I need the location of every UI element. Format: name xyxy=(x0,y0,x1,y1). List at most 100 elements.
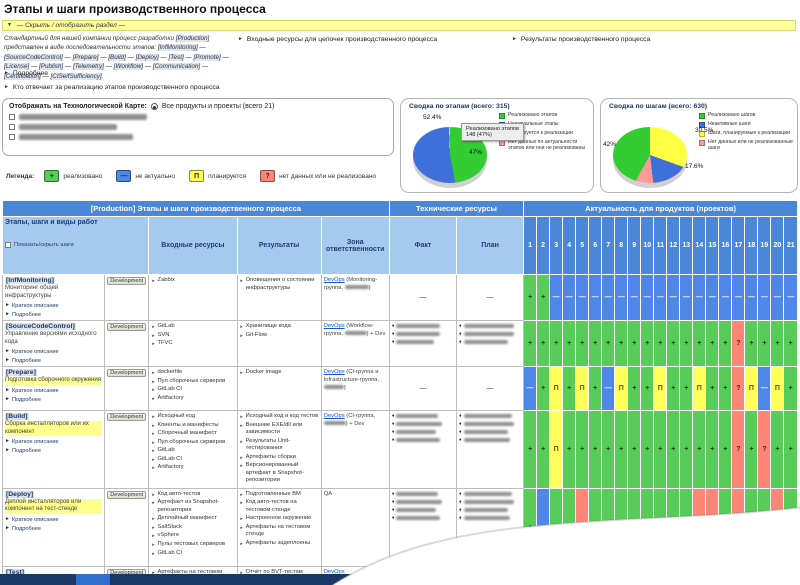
product-status-cell[interactable]: — xyxy=(666,274,681,321)
product-status-cell[interactable]: + xyxy=(627,320,642,367)
product-status-cell[interactable]: — xyxy=(614,274,629,321)
link-brief-description[interactable]: ► Краткое описание xyxy=(5,438,102,445)
product-status-cell[interactable]: + xyxy=(718,565,733,585)
checkbox-icon[interactable] xyxy=(9,134,15,140)
product-status-cell[interactable]: + xyxy=(653,320,668,367)
link-brief-description[interactable]: ► Краткое описание xyxy=(5,516,102,523)
radio-all-products[interactable] xyxy=(150,103,158,110)
result-item[interactable]: ► Версионированный артефакт в Snapshot-ре… xyxy=(240,462,319,485)
product-status-cell[interactable]: П xyxy=(549,410,564,489)
input-item[interactable]: ► Пул сборочных серверов xyxy=(151,439,234,447)
product-status-cell[interactable]: + xyxy=(640,565,655,585)
result-item[interactable]: ► Артефакты сборки xyxy=(240,454,319,462)
product-status-cell[interactable]: + xyxy=(770,320,785,367)
link-details[interactable]: ► Подробнее xyxy=(5,357,102,364)
link-brief-description[interactable]: ► Краткое описание xyxy=(5,302,102,309)
stage-link[interactable]: [Test] xyxy=(5,568,25,576)
input-item[interactable]: ► SaltStack xyxy=(151,524,234,532)
product-status-cell[interactable]: + xyxy=(744,320,759,367)
product-status-cell[interactable]: + xyxy=(783,320,798,367)
product-status-cell[interactable]: + xyxy=(679,410,694,489)
product-status-cell[interactable]: — xyxy=(705,274,720,321)
product-status-cell[interactable]: + xyxy=(666,410,681,489)
product-status-cell[interactable]: + xyxy=(783,366,798,411)
stage-link[interactable]: [Prepare] xyxy=(5,369,37,376)
product-status-cell[interactable]: + xyxy=(536,320,551,367)
input-item[interactable]: ► vSphere xyxy=(151,532,234,540)
product-status-cell[interactable]: — xyxy=(523,366,538,411)
product-status-cell[interactable]: + xyxy=(783,487,798,567)
product-status-cell[interactable]: + xyxy=(705,320,720,367)
stage-link[interactable]: [InfMonitoring] xyxy=(5,277,55,284)
product-status-cell[interactable]: + xyxy=(783,565,798,585)
input-item[interactable]: ► GitLab xyxy=(151,323,234,331)
zone-team-link[interactable]: DevOps xyxy=(323,413,345,419)
product-status-cell[interactable]: + xyxy=(575,320,590,367)
process-stage-token[interactable]: [Publish] xyxy=(39,63,64,71)
product-status-cell[interactable]: — xyxy=(549,274,564,321)
product-status-cell[interactable]: + xyxy=(562,565,577,585)
product-status-cell[interactable]: + xyxy=(783,410,798,489)
product-status-cell[interactable]: — xyxy=(679,274,694,321)
process-stage-token[interactable]: [Telemetry] xyxy=(72,63,104,71)
product-column-header-13[interactable]: 13 xyxy=(679,216,694,275)
product-status-cell[interactable]: — xyxy=(536,565,551,585)
product-status-cell[interactable]: — xyxy=(692,274,707,321)
product-column-header-4[interactable]: 4 xyxy=(562,216,577,275)
process-stage-token[interactable]: [Communication] xyxy=(152,63,201,71)
product-status-cell[interactable]: + xyxy=(770,410,785,489)
product-status-cell[interactable]: + xyxy=(588,366,603,411)
result-item[interactable]: ► Результаты Unit-тестирования xyxy=(240,438,319,453)
product-column-header-14[interactable]: 14 xyxy=(692,216,707,275)
product-status-cell[interactable]: + xyxy=(536,366,551,411)
product-status-cell[interactable]: + xyxy=(692,410,707,489)
product-status-cell[interactable]: + xyxy=(666,487,681,567)
input-item[interactable]: ► TFVC xyxy=(151,340,234,348)
process-stage-token[interactable]: [Workflow] xyxy=(113,63,144,71)
product-status-cell[interactable]: + xyxy=(770,565,785,585)
product-status-cell[interactable]: — xyxy=(588,274,603,321)
input-item[interactable]: ► Zabbix xyxy=(151,277,234,285)
product-status-cell[interactable]: ? xyxy=(731,320,746,367)
process-stage-token[interactable]: [CISelfSufficiency] xyxy=(50,72,102,80)
zone-team-link[interactable]: DevOps xyxy=(323,277,345,283)
product-status-cell[interactable]: + xyxy=(523,320,538,367)
product-status-cell[interactable]: — xyxy=(731,274,746,321)
product-status-cell[interactable]: + xyxy=(562,410,577,489)
product-status-cell[interactable]: П xyxy=(692,366,707,411)
product-status-cell[interactable]: П xyxy=(653,366,668,411)
product-column-header-7[interactable]: 7 xyxy=(601,216,616,275)
input-item[interactable]: ► dockerfile xyxy=(151,369,234,377)
product-status-cell[interactable]: — xyxy=(601,366,616,411)
process-stage-token[interactable]: [Build] xyxy=(108,53,126,61)
product-status-cell[interactable]: ? xyxy=(575,487,590,567)
product-status-cell[interactable]: + xyxy=(549,320,564,367)
product-column-header-5[interactable]: 5 xyxy=(575,216,590,275)
product-status-cell[interactable]: + xyxy=(562,487,577,567)
product-status-cell[interactable]: + xyxy=(601,320,616,367)
product-column-header-21[interactable]: 21 xyxy=(783,216,798,275)
product-status-cell[interactable]: — xyxy=(562,274,577,321)
product-status-cell[interactable]: — xyxy=(757,274,772,321)
product-column-header-10[interactable]: 10 xyxy=(640,216,655,275)
input-item[interactable]: ► Код авто-тестов xyxy=(151,491,234,499)
product-status-cell[interactable]: + xyxy=(601,487,616,567)
product-status-cell[interactable]: + xyxy=(679,565,694,585)
product-status-cell[interactable]: + xyxy=(549,565,564,585)
product-status-cell[interactable]: + xyxy=(666,320,681,367)
product-status-cell[interactable]: + xyxy=(731,565,746,585)
process-stage-token[interactable]: [License] xyxy=(4,63,30,71)
product-status-cell[interactable]: + xyxy=(718,487,733,567)
product-status-cell[interactable]: П xyxy=(549,366,564,411)
input-item[interactable]: ► Артефакт из Snapshot-репозитория xyxy=(151,499,234,514)
product-status-cell[interactable]: + xyxy=(653,487,668,567)
product-status-cell[interactable]: + xyxy=(627,565,642,585)
product-status-cell[interactable]: + xyxy=(640,410,655,489)
product-status-cell[interactable]: — xyxy=(744,274,759,321)
product-column-header-18[interactable]: 18 xyxy=(744,216,759,275)
product-status-cell[interactable]: — xyxy=(575,274,590,321)
product-status-cell[interactable]: + xyxy=(614,565,629,585)
product-column-header-12[interactable]: 12 xyxy=(666,216,681,275)
product-status-cell[interactable]: — xyxy=(783,274,798,321)
product-column-header-16[interactable]: 16 xyxy=(718,216,733,275)
